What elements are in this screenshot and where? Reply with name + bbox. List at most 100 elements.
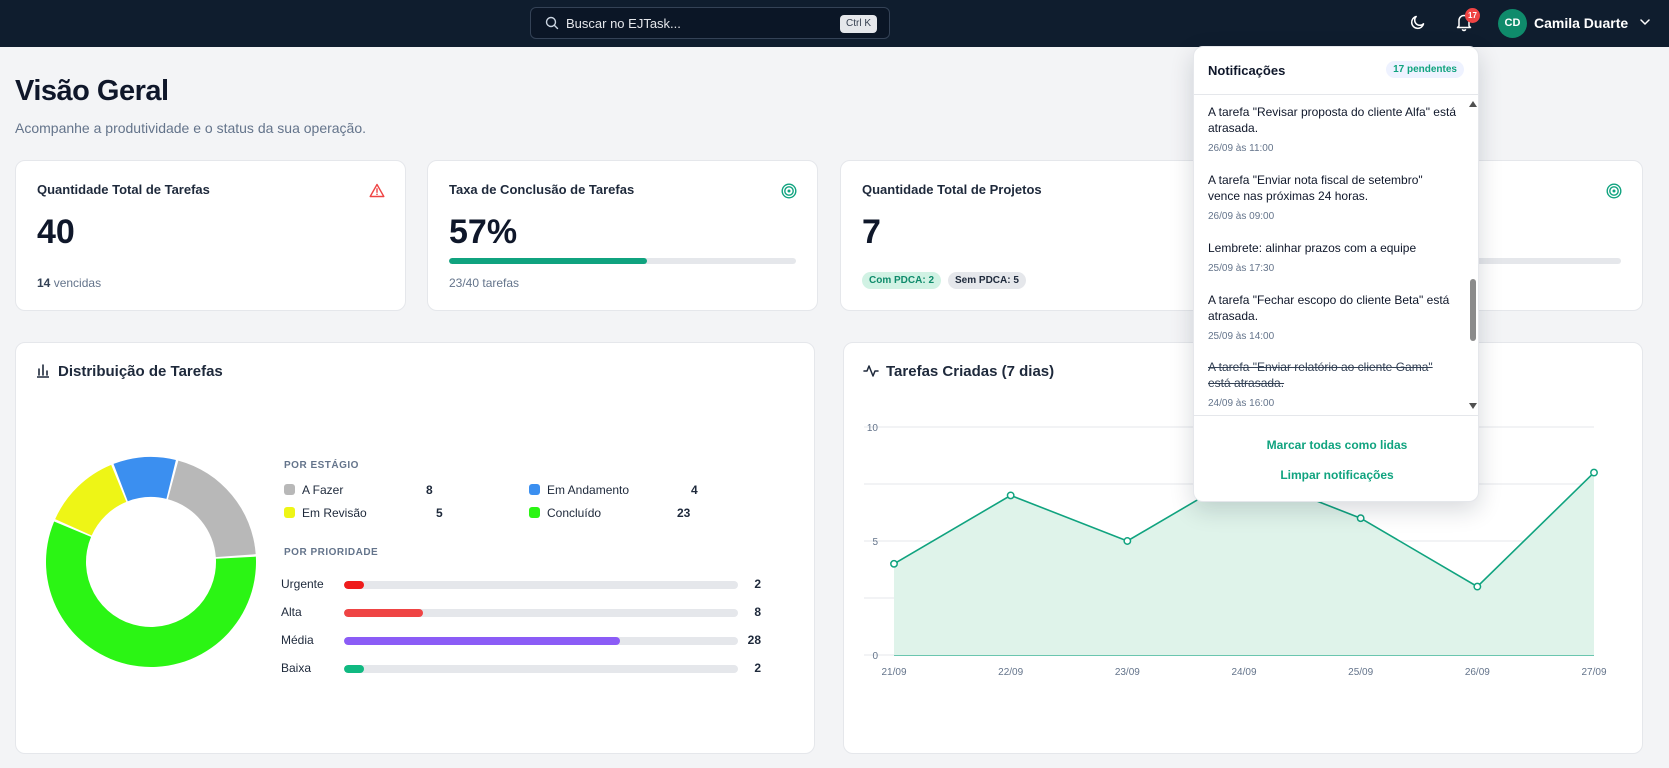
- x-tick-label: 24/09: [1231, 667, 1256, 678]
- legend-label: Em Revisão: [302, 506, 367, 520]
- priority-bar-track: [344, 609, 738, 617]
- donut-slice-em-andamento[interactable]: [113, 457, 176, 502]
- chevron-down-icon[interactable]: [1640, 18, 1650, 26]
- completion-progress-fill: [449, 258, 647, 264]
- notifications-list[interactable]: A tarefa "Revisar proposta do cliente Al…: [1194, 94, 1478, 416]
- priority-bar-fill: [344, 581, 364, 589]
- data-point[interactable]: [1590, 468, 1598, 477]
- stat-card-total-tasks: Quantidade Total de Tarefas 40 14 vencid…: [15, 160, 406, 311]
- stat-title: Taxa de Conclusão de Tarefas: [449, 182, 635, 197]
- priority-count: 8: [754, 605, 761, 619]
- notification-item[interactable]: Lembrete: alinhar prazos com a equipe 25…: [1208, 240, 1456, 274]
- pdca-with-badge: Com PDCA: 2: [862, 272, 942, 289]
- stage-legend-item: Concluído 23: [529, 506, 709, 520]
- y-tick-label: 10: [867, 423, 879, 434]
- data-point[interactable]: [1356, 514, 1365, 523]
- bar-chart-icon: [37, 364, 49, 378]
- legend-count: 23: [677, 506, 691, 520]
- y-tick-label: 0: [872, 651, 878, 662]
- x-tick-label: 27/09: [1581, 667, 1606, 678]
- top-bar: Buscar no EJTask... Ctrl K 17 CD Camila …: [0, 0, 1669, 47]
- priority-row: Alta 8: [281, 605, 761, 619]
- priority-label: Alta: [281, 605, 302, 619]
- target-icon: [781, 183, 797, 199]
- notification-time: 24/09 às 16:00: [1208, 398, 1275, 409]
- stat-card-total-projects: Quantidade Total de Projetos 7 Com PDCA:…: [840, 160, 1231, 311]
- legend-swatch: [284, 507, 295, 518]
- notification-text: A tarefa "Enviar nota fiscal de setembro…: [1208, 173, 1423, 203]
- moon-icon[interactable]: [1409, 13, 1427, 31]
- data-point[interactable]: [1473, 582, 1482, 591]
- x-tick-label: 22/09: [998, 667, 1023, 678]
- notifications-scroll-thumb[interactable]: [1470, 279, 1476, 341]
- notifications-scrollbar[interactable]: [1469, 101, 1477, 409]
- search-icon: [545, 16, 559, 30]
- legend-swatch: [529, 507, 540, 518]
- notification-text: A tarefa "Enviar relatório ao cliente Ga…: [1208, 360, 1433, 390]
- priority-count: 2: [754, 577, 761, 591]
- legend-label: Concluído: [547, 506, 602, 520]
- priority-row: Urgente 2: [281, 577, 761, 591]
- search-placeholder: Buscar no EJTask...: [566, 16, 681, 31]
- notification-text: Lembrete: alinhar prazos com a equipe: [1208, 241, 1417, 255]
- notification-item[interactable]: A tarefa "Enviar relatório ao cliente Ga…: [1208, 359, 1456, 409]
- priority-count: 2: [754, 661, 761, 675]
- notification-time: 25/09 às 17:30: [1208, 263, 1275, 274]
- priority-label: Urgente: [281, 577, 324, 591]
- notification-item[interactable]: A tarefa "Enviar nota fiscal de setembro…: [1208, 172, 1456, 222]
- priority-count: 28: [747, 633, 761, 647]
- data-point[interactable]: [1006, 491, 1015, 500]
- distribution-title: Distribuição de Tarefas: [58, 363, 223, 380]
- stat-value: 40: [37, 213, 75, 251]
- legend-swatch: [284, 484, 295, 495]
- overdue-label: vencidas: [53, 276, 102, 290]
- target-icon: [1606, 183, 1622, 199]
- legend-swatch: [529, 484, 540, 495]
- notification-item[interactable]: A tarefa "Revisar proposta do cliente Al…: [1208, 104, 1456, 154]
- legend-count: 8: [426, 483, 433, 497]
- notification-time: 25/09 às 14:00: [1208, 331, 1275, 342]
- created-tasks-title: Tarefas Criadas (7 dias): [886, 363, 1055, 380]
- data-point[interactable]: [1123, 537, 1132, 545]
- x-tick-label: 26/09: [1465, 667, 1490, 678]
- x-tick-label: 21/09: [881, 667, 906, 678]
- stat-value: 57%: [449, 213, 518, 251]
- created-tasks-line-chart: 0 5 10 21/09 22/09 23/09 24/09 25/09 26/09 27/09: [864, 423, 1607, 678]
- x-tick-label: 23/09: [1115, 667, 1140, 678]
- completion-progress-bar: [449, 258, 796, 264]
- avatar[interactable]: CD: [1498, 9, 1527, 38]
- notification-time: 26/09 às 09:00: [1208, 211, 1275, 222]
- page-subtitle: Acompanhe a produtividade e o status da …: [15, 120, 367, 136]
- priority-row: Média 28: [281, 633, 761, 647]
- priority-row: Baixa 2: [281, 661, 761, 675]
- donut-slice-concluído[interactable]: [46, 521, 257, 667]
- priority-bar-track: [344, 637, 738, 645]
- stat-title: Quantidade Total de Projetos: [862, 182, 1042, 197]
- stage-legend-item: Em Andamento 4: [529, 483, 709, 497]
- clear-notifications-button[interactable]: Limpar notificações: [1280, 468, 1394, 482]
- pdca-without-badge: Sem PDCA: 5: [948, 272, 1026, 289]
- priority-label: Baixa: [281, 661, 312, 675]
- data-point[interactable]: [890, 559, 898, 568]
- priority-bar-fill: [344, 665, 364, 673]
- notifications-title: Notificações: [1208, 63, 1286, 78]
- pending-badge: 17 pendentes: [1386, 61, 1464, 78]
- notification-item[interactable]: A tarefa "Fechar escopo do cliente Beta"…: [1208, 292, 1456, 342]
- warning-icon: [369, 183, 385, 198]
- donut-slice-a-fazer[interactable]: [167, 460, 256, 558]
- donut-slice-em-revisão[interactable]: [55, 464, 127, 536]
- mark-all-read-button[interactable]: Marcar todas como lidas: [1266, 438, 1408, 452]
- search-input[interactable]: Buscar no EJTask... Ctrl K: [530, 7, 890, 39]
- stage-legend-item: A Fazer 8: [284, 483, 464, 497]
- notification-text: A tarefa "Revisar proposta do cliente Al…: [1208, 105, 1456, 135]
- legend-count: 5: [436, 506, 443, 520]
- overdue-summary: 14 vencidas: [37, 276, 101, 290]
- distribution-panel: Distribuição de Tarefas POR ESTÁGIO A Fa…: [15, 342, 815, 754]
- completion-foot: 23/40 tarefas: [449, 276, 520, 290]
- x-tick-label: 25/09: [1348, 667, 1373, 678]
- priority-label: Média: [281, 633, 314, 647]
- legend-label: A Fazer: [302, 483, 344, 497]
- y-tick-label: 5: [872, 537, 878, 548]
- priority-section-label: POR PRIORIDADE: [284, 547, 379, 558]
- user-name[interactable]: Camila Duarte: [1534, 15, 1629, 31]
